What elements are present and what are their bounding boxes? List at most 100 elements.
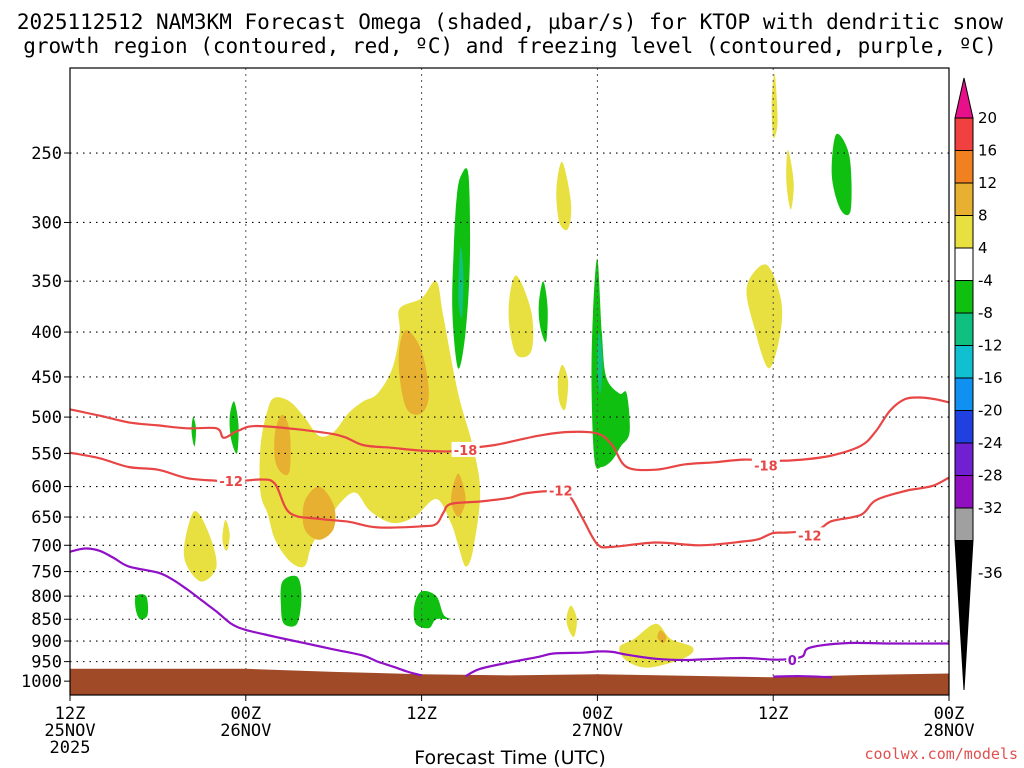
y-tick-label-400: 400: [31, 323, 62, 343]
terrain-surface: [70, 668, 949, 695]
omega-region-21: [831, 133, 852, 216]
colorbar-swatch-8: [954, 377, 974, 411]
omega-region-2: [274, 414, 291, 476]
dgz-contour-label-0-1: -18: [754, 460, 778, 475]
colorbar-bottom-arrow: [954, 540, 974, 691]
y-tick-label-850: 850: [31, 610, 62, 630]
colorbar-label-13: -36: [978, 564, 1003, 582]
omega-region-0: [259, 280, 481, 568]
colorbar-label-12: -32: [978, 499, 1003, 517]
omega-region-26: [134, 594, 149, 620]
y-tick-label-700: 700: [31, 536, 62, 556]
colorbar-label-2: 12: [978, 174, 997, 192]
omega-region-12: [657, 630, 667, 644]
omega-region-15: [786, 150, 794, 210]
x-tick-label-48-1: 12Z: [758, 704, 789, 724]
contour-layer: -18 -18 -12 -12 -12 0: [70, 396, 949, 679]
colorbar-top-arrow: [954, 77, 974, 119]
omega-region-19: [591, 258, 630, 469]
dgz-contour-label-1-1: -12: [549, 484, 573, 499]
y-tick-label-900: 900: [31, 632, 62, 652]
omega-region-24: [280, 575, 302, 627]
colorbar-label-9: -20: [978, 402, 1003, 420]
chart-title-line1: 2025112512 NAM3KM Forecast Omega (shaded…: [17, 10, 1004, 34]
dgz-contour-label-1-0: -12: [219, 475, 243, 490]
dgz-contour-label-bg-1-0: [217, 472, 246, 488]
omega-region-7: [508, 275, 534, 358]
x-tick-label-12-1: 00Z: [230, 704, 261, 724]
x-tick-label-60-2: 28NOV: [923, 721, 974, 741]
colorbar-label-1: 16: [978, 142, 997, 160]
y-tick-label-800: 800: [31, 587, 62, 607]
freezing-contour-label-bg-1-0: [786, 652, 799, 668]
omega-region-4: [450, 473, 466, 517]
colorbar-swatch-11: [954, 475, 974, 509]
freezing-contour-line-1: [465, 641, 949, 678]
omega-region-18: [538, 281, 548, 343]
colorbar-swatch-9: [954, 410, 974, 444]
terrain-layer: [70, 668, 949, 695]
omega-region-25: [413, 590, 452, 629]
omega-region-9: [557, 364, 569, 411]
y-tick-label-650: 650: [31, 508, 62, 528]
x-tick-label-24-1: 12Z: [406, 704, 437, 724]
plot-frame: [69, 67, 950, 696]
x-tick-label-36-2: 27NOV: [572, 721, 623, 741]
plot-area: -18 -18 -12 -12 -12 0: [70, 68, 949, 695]
colorbar-label-6: -8: [978, 304, 993, 322]
colorbar-label-5: -4: [978, 272, 993, 290]
dgz-contour-label-1-2: -12: [798, 529, 822, 544]
colorbar-label-0: 20: [978, 109, 997, 127]
colorbar-swatch-7: [954, 345, 974, 379]
colorbar-swatch-1: [954, 150, 974, 184]
colorbar-swatch-10: [954, 442, 974, 476]
omega-region-23: [191, 417, 197, 447]
dgz-contour-label-bg-1-1: [546, 482, 575, 498]
colorbar-label-11: -28: [978, 467, 1003, 485]
freezing-contour-line-2: [773, 675, 832, 679]
dgz-contour-label-bg-0-1: [751, 457, 780, 473]
x-axis-label: Forecast Time (UTC): [414, 747, 605, 768]
colorbar-swatch-6: [954, 312, 974, 346]
freezing-contour-line-0: [70, 547, 422, 677]
y-tick-label-600: 600: [31, 478, 62, 498]
colorbar-label-4: 4: [978, 239, 988, 257]
x-tick-label-0-1: 12Z: [55, 704, 86, 724]
freezing-contour-label-1-0: 0: [788, 654, 797, 669]
colorbar-swatch-4: [954, 247, 974, 281]
colorbar-swatch-0: [954, 117, 974, 151]
x-tick-label-0-2: 25NOV: [44, 721, 95, 741]
omega-region-13: [746, 264, 783, 369]
omega-region-14: [771, 73, 778, 139]
omega-region-10: [566, 605, 577, 637]
omega-region-20: [597, 332, 603, 394]
omega-shading-layer: [134, 73, 852, 668]
y-tick-label-550: 550: [31, 444, 62, 464]
dgz-contour-label-bg-0-0: [451, 441, 480, 457]
y-tick-label-500: 500: [31, 408, 62, 428]
colorbar-label-7: -12: [978, 337, 1003, 355]
colorbar-swatch-12: [954, 507, 974, 541]
omega-region-17: [458, 246, 464, 319]
dgz-contour-line-0: [70, 396, 949, 472]
colorbar-swatch-3: [954, 215, 974, 249]
colorbar-label-8: -16: [978, 369, 1003, 387]
colorbar-label-3: 8: [978, 207, 988, 225]
y-tick-label-1000: 1000: [21, 672, 62, 692]
y-tick-label-300: 300: [31, 213, 62, 233]
y-tick-label-450: 450: [31, 368, 62, 388]
y-tick-label-250: 250: [31, 144, 62, 164]
dgz-contour-label-bg-1-2: [795, 527, 824, 543]
y-axis: 2503003504004505005506006507007508008509…: [21, 144, 70, 692]
chart-title-line2: growth region (contoured, red, ºC) and f…: [23, 34, 997, 58]
x-tick-label-36-1: 00Z: [582, 704, 613, 724]
colorbar-swatch-5: [954, 280, 974, 314]
colorbar-label-10: -24: [978, 434, 1003, 452]
omega-region-3: [302, 486, 336, 540]
y-tick-label-350: 350: [31, 272, 62, 292]
x-tick-label-12-2: 26NOV: [220, 721, 271, 741]
credit-text: coolwx.com/models: [864, 745, 1018, 763]
colorbar-swatch-2: [954, 182, 974, 216]
